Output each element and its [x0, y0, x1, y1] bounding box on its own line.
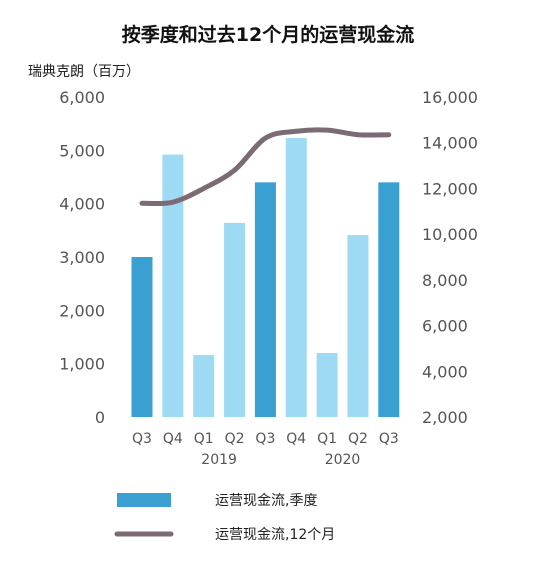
x-tick-label: Q3	[379, 431, 399, 447]
left-tick-label: 6,000	[59, 88, 105, 107]
right-tick-label: 2,000	[422, 408, 468, 427]
x-tick-label: Q4	[163, 431, 183, 447]
bar	[193, 355, 215, 417]
bar	[347, 235, 369, 417]
right-tick-label: 4,000	[422, 362, 468, 381]
x-tick-label: Q1	[317, 431, 337, 447]
left-tick-label: 0	[95, 408, 105, 427]
x-tick-label: Q3	[255, 431, 275, 447]
left-tick-label: 4,000	[59, 195, 105, 214]
left-tick-label: 3,000	[59, 248, 105, 267]
left-tick-label: 1,000	[59, 355, 105, 374]
chart-title: 按季度和过去12个月的运营现金流	[122, 23, 414, 46]
legend-line-label: 运营现金流,12个月	[215, 527, 335, 543]
right-tick-label: 12,000	[422, 179, 478, 198]
x-tick-label: Q3	[132, 431, 152, 447]
right-tick-label: 6,000	[422, 317, 468, 336]
x-tick-label: Q1	[194, 431, 214, 447]
x-tick-label: Q4	[286, 431, 306, 447]
x-tick-label: Q2	[348, 431, 368, 447]
bar	[316, 353, 338, 417]
bar	[224, 222, 246, 417]
year-label: 2019	[201, 452, 237, 468]
bar	[378, 182, 400, 417]
right-tick-label: 8,000	[422, 271, 468, 290]
legend-bar-label: 运营现金流,季度	[215, 493, 317, 509]
series-line	[139, 127, 392, 207]
left-tick-label: 5,000	[59, 141, 105, 160]
right-tick-label: 16,000	[422, 88, 478, 107]
line-series	[139, 127, 392, 207]
bar	[285, 138, 307, 418]
bar	[162, 154, 184, 417]
x-tick-label: Q2	[225, 431, 245, 447]
bar-series	[131, 138, 400, 418]
legend: 运营现金流,季度 运营现金流,12个月	[114, 493, 335, 543]
right-tick-label: 10,000	[422, 225, 478, 244]
y-axis-unit-label: 瑞典克朗（百万）	[28, 64, 140, 80]
year-label: 2020	[325, 452, 361, 468]
bar	[131, 257, 153, 417]
bar	[254, 182, 276, 417]
left-tick-label: 2,000	[59, 301, 105, 320]
legend-bar-swatch	[117, 493, 171, 507]
right-axis: 2,000 4,000 6,000 8,000 10,000 12,000 14,000 16…	[422, 88, 478, 427]
left-axis: 0 1,000 2,000 3,000 4,000 5,000 6,000	[59, 88, 105, 427]
year-labels: 2019 2020	[201, 452, 360, 468]
x-axis: Q3 Q4 Q1 Q2 Q3 Q4 Q1 Q2 Q3	[132, 431, 399, 447]
right-tick-label: 14,000	[422, 134, 478, 153]
